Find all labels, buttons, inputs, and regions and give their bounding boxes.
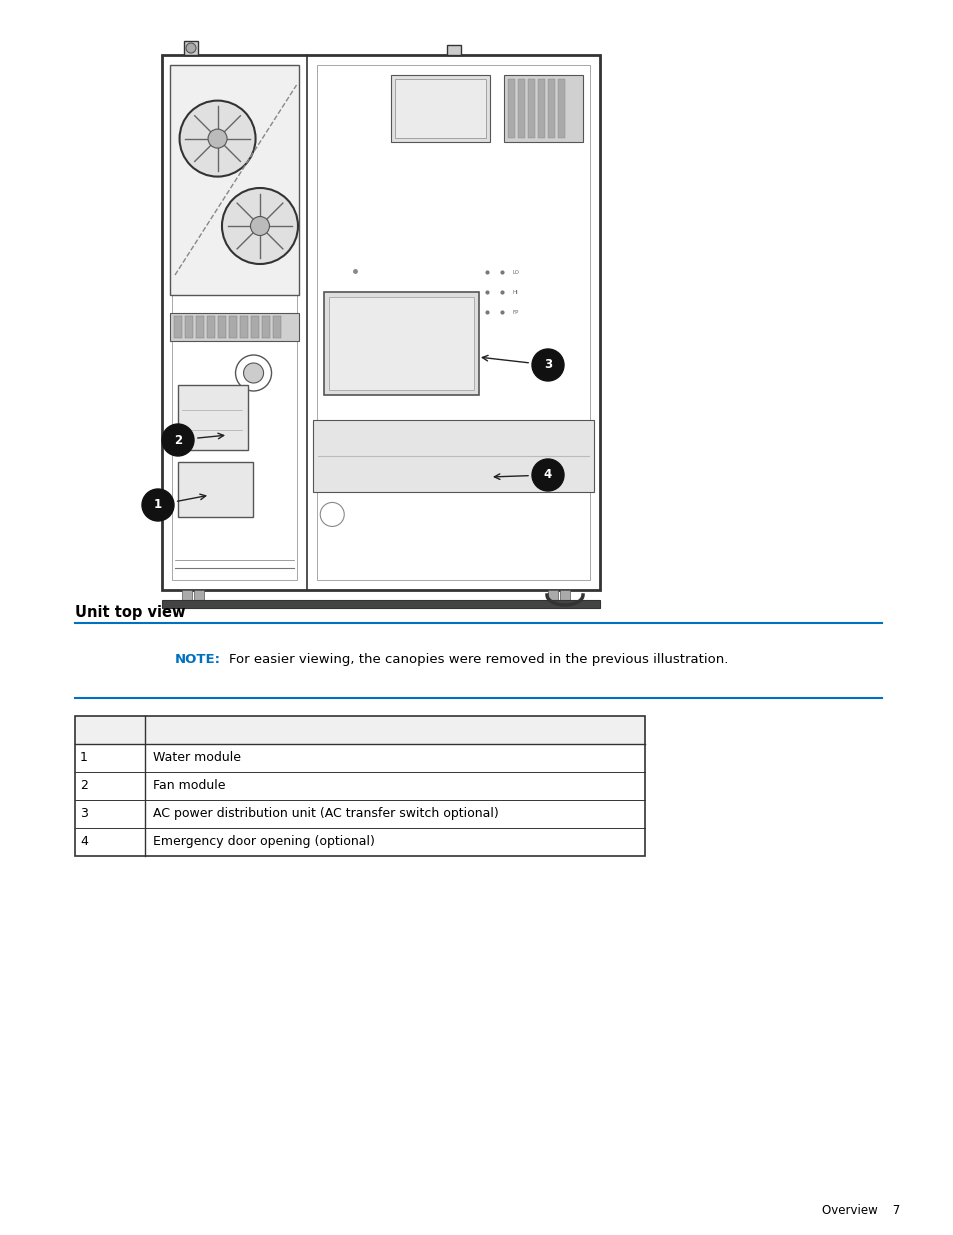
- Text: 4: 4: [80, 835, 88, 848]
- Text: 2: 2: [80, 779, 88, 792]
- Bar: [503, 75, 582, 142]
- Bar: [240, 316, 248, 338]
- Text: Overview    7: Overview 7: [821, 1204, 899, 1216]
- Bar: [162, 600, 599, 608]
- Bar: [207, 316, 214, 338]
- Bar: [184, 41, 198, 56]
- Text: Item: Item: [80, 724, 112, 737]
- Bar: [447, 44, 461, 56]
- Bar: [229, 316, 236, 338]
- Bar: [558, 79, 564, 138]
- Bar: [329, 296, 473, 389]
- Text: 3: 3: [80, 806, 88, 820]
- Text: For easier viewing, the canopies were removed in the previous illustration.: For easier viewing, the canopies were re…: [229, 653, 727, 666]
- Bar: [185, 316, 193, 338]
- Text: HI: HI: [512, 290, 517, 295]
- Bar: [170, 65, 298, 295]
- Text: Water module: Water module: [152, 751, 241, 764]
- Bar: [193, 590, 204, 606]
- Bar: [507, 79, 515, 138]
- Bar: [195, 316, 204, 338]
- Bar: [547, 79, 555, 138]
- Bar: [262, 316, 270, 338]
- Text: NOTE:: NOTE:: [174, 653, 221, 666]
- Bar: [323, 291, 478, 395]
- Circle shape: [142, 489, 173, 521]
- Bar: [537, 79, 544, 138]
- Bar: [218, 316, 226, 338]
- Bar: [178, 462, 253, 517]
- Circle shape: [532, 459, 563, 492]
- Circle shape: [208, 130, 227, 148]
- Text: 2: 2: [173, 433, 182, 447]
- Text: 1: 1: [153, 499, 162, 511]
- Bar: [313, 420, 594, 493]
- Text: 3: 3: [543, 358, 552, 372]
- Circle shape: [162, 424, 193, 456]
- Bar: [75, 716, 644, 856]
- Bar: [251, 316, 258, 338]
- Bar: [517, 79, 524, 138]
- Text: LO: LO: [512, 269, 518, 274]
- Circle shape: [243, 363, 263, 383]
- Bar: [173, 316, 182, 338]
- Bar: [391, 75, 489, 142]
- Bar: [559, 590, 569, 606]
- Text: FP: FP: [512, 310, 517, 315]
- Bar: [395, 79, 485, 138]
- Bar: [527, 79, 535, 138]
- Circle shape: [186, 43, 195, 53]
- Text: Fan module: Fan module: [152, 779, 225, 792]
- Bar: [316, 65, 589, 580]
- Bar: [170, 312, 298, 341]
- Text: 1: 1: [80, 751, 88, 764]
- Circle shape: [251, 216, 269, 236]
- Bar: [75, 716, 644, 743]
- Circle shape: [532, 350, 563, 382]
- Bar: [182, 590, 192, 606]
- Text: Emergency door opening (optional): Emergency door opening (optional): [152, 835, 375, 848]
- Bar: [273, 316, 281, 338]
- Bar: [547, 590, 558, 606]
- Text: 4: 4: [543, 468, 552, 482]
- Text: Unit top view: Unit top view: [75, 605, 185, 620]
- Text: Reference: Reference: [152, 724, 224, 737]
- Text: AC power distribution unit (AC transfer switch optional): AC power distribution unit (AC transfer …: [152, 806, 498, 820]
- Circle shape: [179, 100, 255, 177]
- Bar: [178, 385, 248, 450]
- Bar: [172, 65, 296, 580]
- Circle shape: [222, 188, 297, 264]
